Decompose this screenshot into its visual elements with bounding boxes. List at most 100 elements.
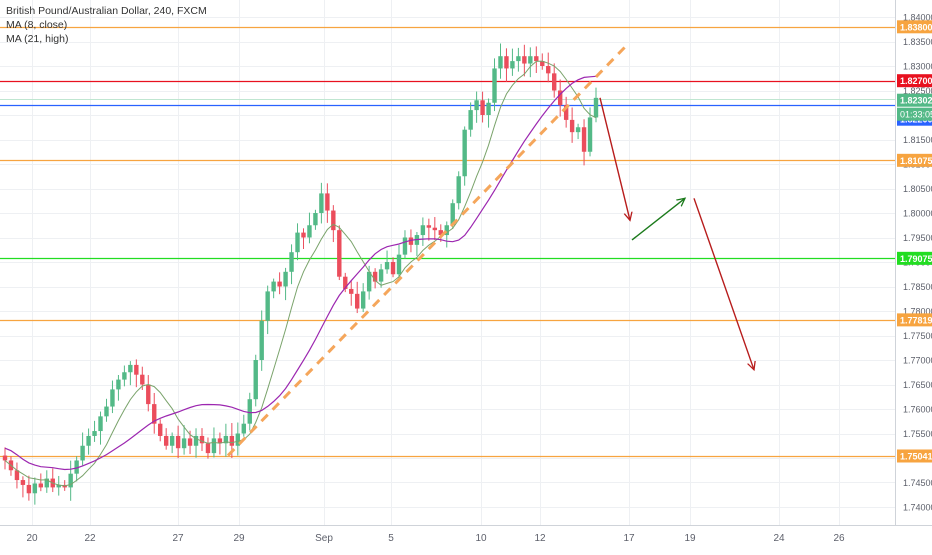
candle-body bbox=[402, 237, 408, 255]
countdown-bg bbox=[897, 107, 932, 121]
ma-21-high-line bbox=[4, 75, 597, 471]
y-tick-label: 1.74000 bbox=[903, 503, 932, 513]
candle bbox=[92, 420, 97, 442]
candle bbox=[247, 392, 252, 431]
candle-body bbox=[26, 484, 32, 494]
candle bbox=[468, 102, 473, 137]
candle bbox=[563, 96, 569, 128]
candle-body bbox=[569, 119, 575, 133]
candle bbox=[474, 91, 479, 123]
candle-body bbox=[175, 435, 181, 449]
candle bbox=[146, 375, 151, 412]
price-tag-orange: 1.83800 bbox=[897, 20, 932, 34]
candle bbox=[462, 126, 467, 186]
candle-body bbox=[492, 68, 497, 103]
candle bbox=[134, 359, 139, 388]
candle-body bbox=[396, 254, 402, 275]
candle-body bbox=[301, 232, 306, 238]
x-tick-label: 5 bbox=[388, 533, 394, 544]
candle-body bbox=[128, 364, 133, 373]
candle-body bbox=[163, 435, 169, 446]
candle-body bbox=[563, 105, 569, 120]
candle-body bbox=[74, 460, 79, 474]
candle-body bbox=[540, 61, 545, 66]
candle bbox=[301, 228, 306, 249]
candle bbox=[444, 221, 449, 248]
candle-body bbox=[593, 97, 599, 118]
price-tag-bg bbox=[897, 74, 932, 88]
candle bbox=[235, 422, 241, 456]
candle bbox=[80, 432, 85, 466]
candle-body bbox=[319, 193, 324, 213]
price-tag-text: 1.82302 bbox=[900, 96, 932, 106]
ma-high-label: MA (21, high) bbox=[6, 33, 69, 45]
candle bbox=[104, 398, 109, 422]
candle-body bbox=[390, 262, 396, 275]
ma-close-label: MA (8, close) bbox=[6, 19, 68, 31]
x-tick-label: Sep bbox=[315, 533, 333, 544]
candle bbox=[158, 419, 163, 442]
candle-body bbox=[277, 281, 282, 287]
candle bbox=[265, 285, 270, 335]
candle-body bbox=[169, 435, 175, 446]
y-tick-label: 1.77000 bbox=[903, 356, 932, 366]
price-tag-green: 1.79075 bbox=[897, 251, 932, 265]
ma-8-close-line bbox=[4, 60, 597, 487]
y-tick-label: 1.81500 bbox=[903, 135, 932, 145]
candle-body bbox=[104, 406, 109, 417]
x-tick-label: 20 bbox=[26, 533, 38, 544]
price-tag-text: 1.75041 bbox=[900, 451, 932, 461]
price-tag-bg bbox=[897, 153, 932, 167]
y-tick-label: 1.79500 bbox=[903, 233, 932, 243]
candle bbox=[337, 225, 342, 281]
price-tag-bg bbox=[897, 251, 932, 265]
candle-body bbox=[557, 90, 563, 106]
candle-body bbox=[438, 230, 443, 236]
candle-body bbox=[235, 433, 241, 446]
candle-body bbox=[480, 100, 485, 115]
candle bbox=[116, 375, 121, 401]
candle-body bbox=[360, 291, 366, 309]
candle-body bbox=[205, 443, 211, 454]
candle bbox=[271, 278, 276, 299]
y-tick-label: 1.83000 bbox=[903, 62, 932, 72]
candle bbox=[349, 280, 354, 306]
countdown-tag: 01:33:05 bbox=[897, 107, 932, 121]
x-tick-label: 22 bbox=[84, 533, 96, 544]
candle bbox=[152, 392, 157, 434]
candle bbox=[277, 272, 282, 295]
y-tick-label: 1.76500 bbox=[903, 380, 932, 390]
candle bbox=[2, 447, 8, 470]
candle bbox=[319, 182, 324, 224]
candle bbox=[307, 212, 312, 244]
x-tick-label: 27 bbox=[172, 533, 184, 544]
candle-body bbox=[498, 56, 503, 69]
candle-body bbox=[372, 271, 378, 282]
candle-body bbox=[384, 262, 390, 270]
candle-body bbox=[229, 435, 235, 446]
candle-body bbox=[587, 117, 593, 152]
price-tag-bg bbox=[897, 93, 932, 107]
candle-body bbox=[247, 399, 252, 424]
candle bbox=[223, 423, 229, 457]
candle bbox=[199, 428, 205, 451]
countdown-text: 01:33:05 bbox=[900, 110, 932, 120]
candle bbox=[86, 428, 91, 455]
candle-body bbox=[528, 56, 533, 64]
candle-body bbox=[289, 252, 294, 272]
symbol-title: British Pound/Australian Dollar, 240, FX… bbox=[6, 5, 207, 17]
candle-body bbox=[32, 483, 38, 494]
candle-body bbox=[462, 129, 467, 177]
candle-body bbox=[44, 478, 49, 488]
candle-body bbox=[98, 416, 103, 432]
candle bbox=[205, 437, 211, 459]
y-tick-label: 1.82500 bbox=[903, 86, 932, 96]
candle bbox=[56, 475, 61, 496]
candle-body bbox=[56, 484, 61, 488]
price-tag-bg bbox=[897, 313, 932, 327]
candle-body bbox=[408, 237, 414, 245]
candle-body bbox=[134, 364, 139, 375]
candle-body bbox=[92, 431, 97, 436]
